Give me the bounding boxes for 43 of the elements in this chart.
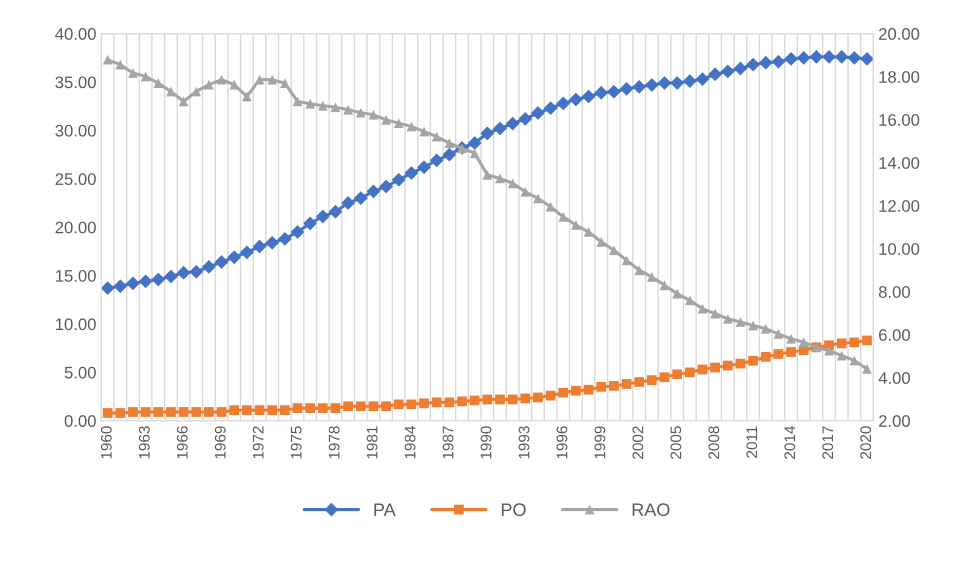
x-tick-label: 1981 <box>366 426 378 458</box>
x-tick-label: 1978 <box>328 426 340 458</box>
y-tick-label: 40.00 <box>55 28 96 40</box>
x-tick-label: 2020 <box>860 426 872 459</box>
x-tick-label: 1969 <box>214 426 226 458</box>
legend-label: PA <box>374 503 396 516</box>
x-tick-label: 1963 <box>138 426 150 458</box>
y-tick-label: 30.00 <box>55 124 96 137</box>
x-tick-label: 2005 <box>670 426 682 459</box>
y2-tick-label: 2.00 <box>879 415 910 427</box>
x-tick-label: 2011 <box>746 426 758 458</box>
x-tick-label: 1984 <box>404 426 416 458</box>
y2-tick-label: 10.00 <box>879 243 920 255</box>
y-tick-label: 0.00 <box>64 415 96 427</box>
x-tick-label: 2017 <box>822 426 834 459</box>
y2-tick-label: 20.00 <box>879 28 920 40</box>
y-tick-label: 35.00 <box>55 76 96 88</box>
y-tick-label: 15.00 <box>56 270 96 282</box>
legend-label: RAO <box>632 503 670 516</box>
y-tick-label: 5.00 <box>64 366 96 379</box>
x-tick-label: 1999 <box>594 426 606 458</box>
y-tick-label: 25.00 <box>56 173 96 186</box>
x-tick-label: 1993 <box>518 426 530 458</box>
y2-tick-label: 18.00 <box>879 71 920 83</box>
y-tick-label: 10.00 <box>56 318 96 330</box>
x-tick-label: 2002 <box>632 426 644 459</box>
x-tick-label: 2008 <box>708 426 720 459</box>
x-tick-label: 1966 <box>176 426 188 458</box>
x-tick-label: 1990 <box>480 426 492 458</box>
y2-tick-label: 6.00 <box>879 329 910 341</box>
x-tick-label: 1975 <box>290 426 302 458</box>
y-tick-label: 20.00 <box>56 222 96 234</box>
y2-tick-label: 8.00 <box>878 286 910 298</box>
x-tick-label: 1972 <box>252 426 264 458</box>
legend-label: PO <box>502 503 526 516</box>
x-tick-label: 2014 <box>784 426 796 459</box>
x-tick-label: 1960 <box>100 426 112 458</box>
y2-tick-label: 14.00 <box>879 157 920 169</box>
y2-tick-label: 12.00 <box>879 200 920 212</box>
y2-tick-label: 4.00 <box>878 372 910 384</box>
x-tick-label: 1987 <box>442 426 454 458</box>
x-tick-label: 1996 <box>556 426 568 458</box>
y2-tick-label: 16.00 <box>879 114 920 126</box>
